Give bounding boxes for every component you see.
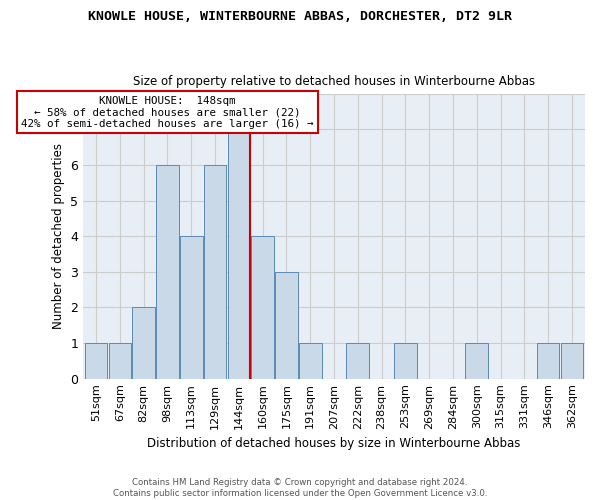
Bar	[560, 343, 583, 378]
Bar	[394, 343, 416, 378]
Text: KNOWLE HOUSE, WINTERBOURNE ABBAS, DORCHESTER, DT2 9LR: KNOWLE HOUSE, WINTERBOURNE ABBAS, DORCHE…	[88, 10, 512, 23]
Bar	[180, 236, 203, 378]
Bar	[156, 165, 179, 378]
Y-axis label: Number of detached properties: Number of detached properties	[52, 144, 65, 330]
Bar	[251, 236, 274, 378]
Bar	[133, 308, 155, 378]
Bar	[299, 343, 322, 378]
Bar	[204, 165, 226, 378]
Bar	[466, 343, 488, 378]
Bar	[109, 343, 131, 378]
Text: Contains HM Land Registry data © Crown copyright and database right 2024.
Contai: Contains HM Land Registry data © Crown c…	[113, 478, 487, 498]
X-axis label: Distribution of detached houses by size in Winterbourne Abbas: Distribution of detached houses by size …	[148, 437, 521, 450]
Bar	[85, 343, 107, 378]
Title: Size of property relative to detached houses in Winterbourne Abbas: Size of property relative to detached ho…	[133, 76, 535, 88]
Text: KNOWLE HOUSE:  148sqm
← 58% of detached houses are smaller (22)
42% of semi-deta: KNOWLE HOUSE: 148sqm ← 58% of detached h…	[21, 96, 314, 129]
Bar	[275, 272, 298, 378]
Bar	[537, 343, 559, 378]
Bar	[227, 130, 250, 378]
Bar	[346, 343, 369, 378]
